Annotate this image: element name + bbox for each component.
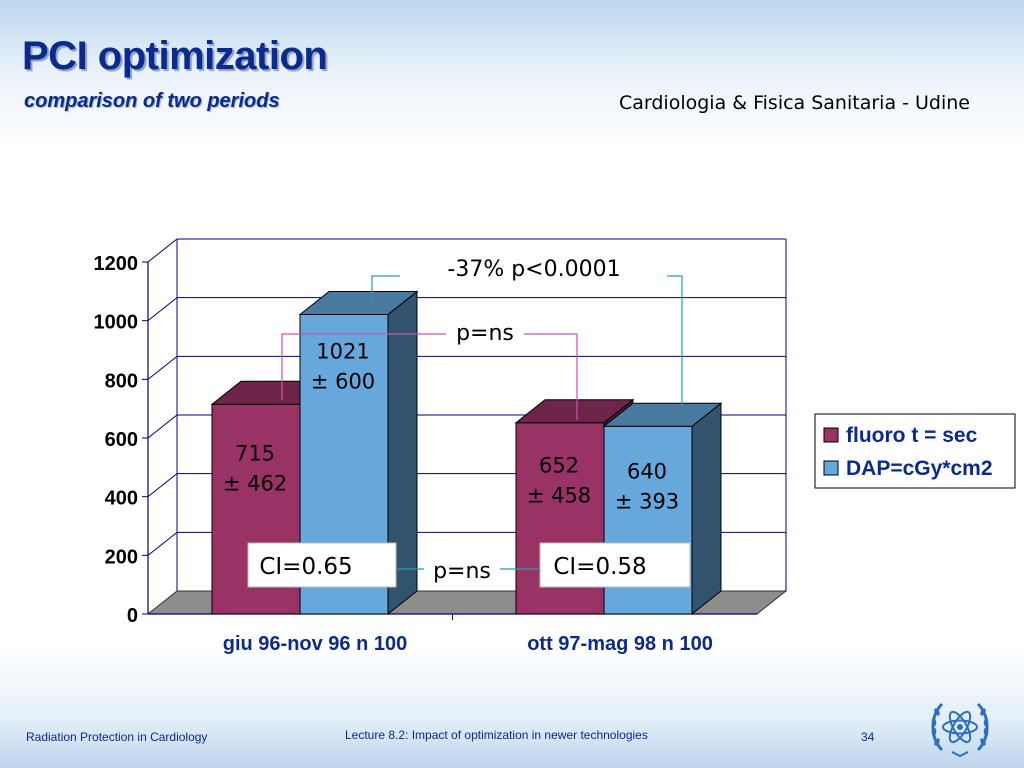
gridline-diagonal: [147, 355, 178, 380]
page-subtitle: comparison of two periods: [24, 90, 280, 112]
x-tick-label: ott 97-mag 98 n 100: [527, 633, 713, 655]
annotation-dap-compare: -37% p<0.0001: [447, 257, 620, 282]
y-tick-label: 1200: [94, 253, 139, 275]
y-tick-label: 800: [105, 370, 138, 392]
y-tick-label: 600: [105, 429, 138, 451]
legend-label-fluoro: fluoro t = sec: [846, 424, 978, 447]
x-tick-label: giu 96-nov 96 n 100: [223, 633, 408, 655]
legend-label-dap: DAP=cGy*cm2: [846, 457, 993, 480]
data-label-value: 640: [627, 459, 667, 483]
gridline-diagonal: [147, 297, 178, 322]
fluoro-bracket-left: [281, 333, 446, 400]
bar-dap-2-side: [691, 402, 722, 616]
bar-fluoro-2-top: [514, 399, 635, 424]
bar-chart: 0 200 400 600 800 1000 1200 715 ± 462 1021 ± 600 gi…: [94, 238, 1016, 655]
ci-label-left: CI=0.65: [259, 554, 352, 580]
dap-bracket-right: [667, 275, 683, 406]
y-tick-label: 200: [105, 546, 138, 568]
dap-bracket-left: [371, 275, 400, 300]
y-tick-label: 0: [127, 605, 138, 627]
page-title: PCI optimization: [22, 34, 328, 78]
data-label-sd: ± 393: [615, 489, 679, 513]
footer-course: Radiation Protection in Cardiology: [26, 730, 208, 744]
affiliation: Cardiologia & Fisica Sanitaria - Udine: [618, 92, 970, 114]
un-emblem-icon: [931, 702, 989, 758]
data-label-value: 715: [235, 441, 275, 465]
legend-box: [814, 413, 1016, 489]
ci-box-left: [247, 542, 397, 588]
annotation-ci-compare: p=ns: [433, 559, 491, 584]
footer-lecture: Lecture 8.2: Impact of optimization in n…: [345, 728, 648, 742]
data-label-sd: ± 462: [223, 471, 287, 495]
legend-swatch-fluoro: [823, 427, 839, 443]
annotation-fluoro-compare: p=ns: [456, 321, 514, 346]
data-label-sd: ± 600: [311, 370, 375, 394]
gridline-diagonal: [147, 531, 178, 556]
footer-page-number: 34: [861, 730, 875, 744]
data-label-value: 1021: [316, 340, 369, 364]
fluoro-bracket-right: [524, 333, 578, 420]
bar-dap-2-top: [602, 402, 723, 427]
gridline-diagonal: [147, 414, 178, 439]
data-label-sd: ± 458: [527, 484, 591, 508]
y-tick-label: 400: [105, 488, 138, 510]
ci-box-right: [539, 542, 691, 588]
bar-dap-1-top: [298, 291, 419, 316]
ci-label-right: CI=0.58: [553, 554, 646, 580]
y-tick-label: 1000: [94, 312, 139, 334]
gridline-diagonal: [147, 473, 178, 498]
data-label-value: 652: [539, 454, 579, 478]
gridline-diagonal: [147, 238, 178, 263]
legend-swatch-dap: [823, 460, 839, 476]
